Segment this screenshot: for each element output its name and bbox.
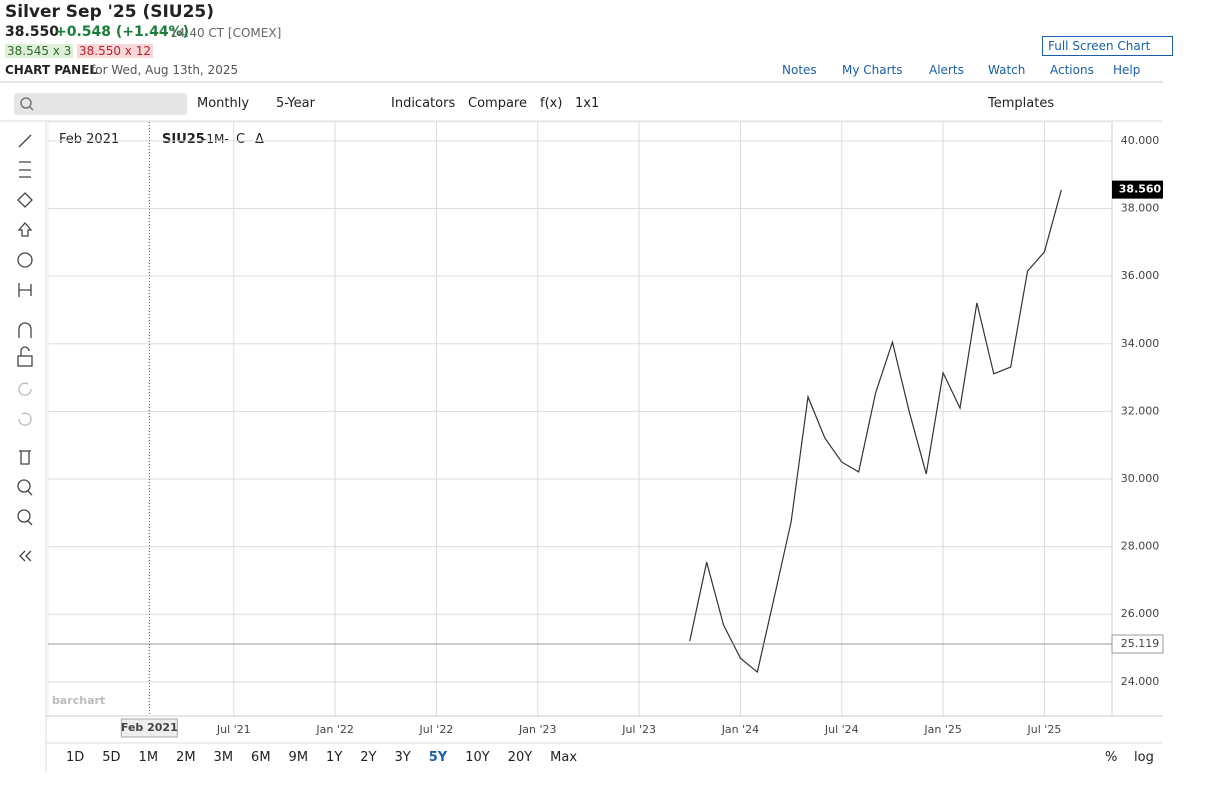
range-option[interactable]: % [1105,750,1118,765]
range-button[interactable]: 1D [66,750,85,765]
y-tick-label: 38.000 [1121,202,1160,215]
x-tick-label: Jul '23 [621,723,656,736]
x-tick-label: Jul '24 [824,723,859,736]
range-option[interactable]: log [1134,750,1154,765]
drawing-tools[interactable] [17,134,33,562]
range-button[interactable]: 2M [176,750,196,765]
legend-date: Feb 2021 [59,132,120,147]
link[interactable]: My Charts [842,63,903,77]
y-tick-label: 26.000 [1121,607,1160,620]
range-button[interactable]: 9M [288,750,309,765]
x-tick-label: Jul '22 [419,723,454,736]
full-screen-link[interactable]: Full Screen Chart [1042,36,1174,56]
y-tick-label: 32.000 [1121,404,1160,417]
plot-frame [47,121,1113,717]
x-tick-label: Jan '22 [315,723,353,736]
x-tick-label: Jul '21 [216,723,251,736]
panel-date: for Wed, Aug 13th, 2025 [91,63,239,77]
reference-label: 25.119 [1121,637,1160,650]
title: Silver Sep '25 (SIU25) [5,2,215,22]
link[interactable]: Watch [988,63,1026,77]
change: +0.548 (+1.44%) [55,24,189,40]
y-tick-label: 28.000 [1121,540,1160,553]
link[interactable]: Help [1113,63,1141,77]
y-tick-label: 30.000 [1121,472,1160,485]
toolbar-button[interactable]: Indicators [391,96,456,111]
time: 14:40 CT [COMEX] [170,26,282,40]
x-tick-label: Jan '25 [923,723,961,736]
templates-button[interactable]: Templates [988,96,1055,111]
watermark: barchart [52,694,105,707]
range-button[interactable]: 6M [251,750,271,765]
panel-label: CHART PANEL [5,63,98,77]
range-button[interactable]: 5D [102,750,121,765]
link[interactable]: Notes [782,63,817,77]
search-icon [29,106,34,111]
range-button[interactable]: 1Y [326,750,343,765]
range-select[interactable]: 5-Year [276,96,315,111]
x-tick-label: Jan '24 [721,723,759,736]
range-button[interactable]: 1M [138,750,159,765]
ask: 38.550 x 12 [77,44,153,58]
y-tick-label: 34.000 [1121,337,1160,350]
range-button[interactable]: 20Y [507,750,533,765]
reference-label-box [1111,634,1164,654]
legend-delta: Δ [255,132,264,147]
y-tick-label: 24.000 [1121,675,1160,688]
legend-symbol: SIU25 [162,132,205,147]
y-tick-label: 40.000 [1121,134,1160,147]
legend-interval: -1M- [202,132,229,146]
toolbar-button[interactable]: f(x) [540,96,563,111]
range-button[interactable]: 2Y [360,750,377,765]
range-button[interactable]: 3M [213,750,234,765]
range-button[interactable]: Max [550,750,578,765]
symbol-box[interactable] [14,93,187,115]
interval-select[interactable]: Monthly [197,96,250,111]
search-icon [20,97,32,109]
link[interactable]: Actions [1050,63,1094,77]
crosshair-label: Feb 2021 [121,721,178,734]
x-tick-label: Jan '23 [518,723,556,736]
range-button[interactable]: 5Y [428,750,448,765]
y-tick-label: 36.000 [1121,269,1160,282]
price: 38.550 [5,24,60,40]
toolbar-button[interactable]: 1x1 [575,96,600,111]
last-price-label: 38.560 [1119,183,1162,196]
toolbar-button[interactable]: Compare [468,96,527,111]
link[interactable]: Alerts [929,63,964,77]
crosshair-label-box [120,718,178,738]
price-line [689,189,1062,674]
bid: 38.545 x 3 [5,44,74,58]
last-price-box [1112,180,1163,199]
range-button[interactable]: 3Y [394,750,411,765]
legend-field: C [236,132,246,147]
x-tick-label: Jul '25 [1027,723,1062,736]
range-button[interactable]: 10Y [465,750,490,765]
